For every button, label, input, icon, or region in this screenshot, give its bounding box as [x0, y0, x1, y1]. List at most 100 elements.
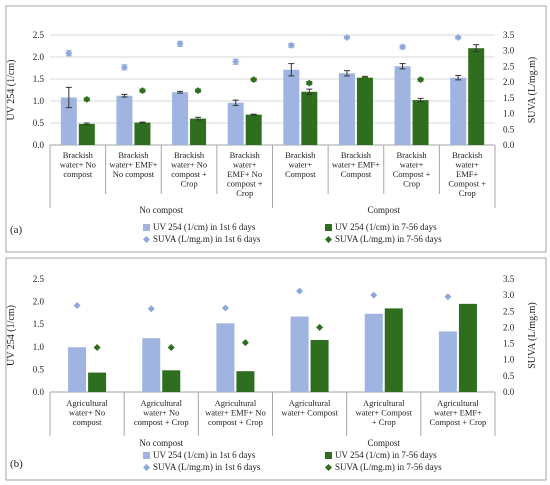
- suva-1st-marker: [343, 34, 351, 42]
- suva-later-marker: [83, 95, 91, 103]
- suva-later-marker: [167, 343, 175, 351]
- category-label: Agricultural: [289, 398, 331, 408]
- category-label: + Crop: [372, 417, 396, 427]
- bar-uv-later: [245, 114, 262, 145]
- category-label: water+ No: [171, 160, 207, 170]
- suva-later-marker: [464, 312, 472, 320]
- y2-tick-label: 1.5: [503, 93, 515, 103]
- category-label: water+: [288, 160, 312, 170]
- suva-later-marker: [138, 87, 146, 95]
- bar-uv-later: [468, 48, 485, 146]
- y-tick-label: 1.5: [33, 319, 45, 329]
- legend-label: SUVA (L/mg.m) in 1st 6 days: [153, 462, 261, 472]
- suva-1st-marker: [287, 41, 295, 49]
- bar-uv-1st: [216, 323, 235, 392]
- y2-tick-label: 3.5: [503, 274, 515, 284]
- legend-label: SUVA (L/mg.m) in 1st 6 days: [153, 234, 261, 244]
- bar-uv-1st: [60, 97, 77, 145]
- suva-1st-marker: [232, 58, 240, 66]
- category-label: Agricultural: [215, 398, 257, 408]
- bar-uv-later: [78, 123, 95, 145]
- legend-label: SUVA (L/mg.m) in 7-56 days: [335, 234, 442, 244]
- bar-uv-later: [162, 370, 181, 392]
- category-label: Agricultural: [437, 398, 479, 408]
- y-tick-label: 2.0: [33, 297, 45, 307]
- y2-tick-label: 3.5: [503, 30, 515, 40]
- suva-1st-marker: [399, 43, 407, 51]
- category-label: water+ No: [60, 160, 96, 170]
- category-label: water+: [455, 160, 479, 170]
- category-label: Brackish: [452, 150, 483, 160]
- category-label: Crop: [236, 188, 253, 198]
- y-tick-label: 1.5: [33, 74, 45, 84]
- y-tick-label: 0.5: [33, 364, 45, 374]
- category-label: Brackish: [118, 150, 149, 160]
- bar-uv-1st: [172, 92, 189, 145]
- category-label: No compost: [113, 169, 155, 179]
- category-label: Compost +: [448, 179, 486, 189]
- legend-marker: [325, 464, 332, 471]
- category-label: Brackish: [285, 150, 316, 160]
- category-label: Agricultural: [66, 398, 108, 408]
- suva-1st-marker: [296, 287, 304, 295]
- legend-label: UV 254 (1/cm) in 7-56 days: [335, 222, 437, 232]
- legend-label: UV 254 (1/cm) in 1st 6 days: [153, 222, 256, 232]
- y-axis-label: UV 254 (1/cm): [6, 305, 17, 366]
- y2-tick-label: 1.5: [503, 339, 515, 349]
- y2-tick-label: 2.5: [503, 306, 515, 316]
- legend-swatch: [325, 224, 332, 231]
- y2-axis-label: SUVA (L/mg.m): [527, 57, 538, 124]
- y-tick-label: 1.0: [33, 96, 45, 106]
- suva-later-marker: [93, 343, 101, 351]
- suva-later-marker: [194, 87, 202, 95]
- bar-uv-later: [384, 308, 403, 392]
- category-label: water+ No: [69, 408, 105, 418]
- category-label: Compost +: [393, 169, 431, 179]
- suva-1st-marker: [65, 49, 73, 57]
- panel-label: (b): [10, 458, 23, 470]
- category-label: water+ Compost: [356, 408, 413, 418]
- category-label: compost: [73, 417, 102, 427]
- bar-uv-1st: [438, 331, 457, 392]
- bar-uv-later: [190, 118, 207, 145]
- suva-1st-marker: [73, 301, 81, 309]
- category-label: Brackish: [174, 150, 205, 160]
- suva-later-marker: [250, 76, 258, 84]
- chart-panel-1: 0.0 0.5 1.0 1.5 2.0 2.5 0.0 0.5 1.0 1.5 2.0 2.5 3.0 3…: [5, 5, 547, 253]
- category-label: Compost: [285, 169, 316, 179]
- category-label: Compost: [341, 169, 372, 179]
- bar-uv-1st: [364, 313, 383, 392]
- bar-uv-later: [301, 91, 318, 145]
- suva-1st-marker: [176, 40, 184, 48]
- category-label: compost +: [171, 169, 207, 179]
- bar-uv-1st: [227, 102, 244, 145]
- legend-swatch: [325, 452, 332, 459]
- y2-tick-label: 0.5: [503, 371, 515, 381]
- category-label: Crop: [181, 179, 198, 189]
- suva-later-marker: [241, 339, 249, 347]
- bar-uv-later: [310, 340, 329, 392]
- bar-uv-1st: [68, 347, 87, 392]
- category-label: EMF+: [456, 169, 478, 179]
- category-label: Brackish: [63, 150, 94, 160]
- category-label: Brackish: [341, 150, 372, 160]
- y-axis-label: UV 254 (1/cm): [6, 60, 17, 121]
- y2-tick-label: 1.0: [503, 355, 515, 365]
- bar-uv-1st: [450, 77, 467, 145]
- y2-tick-label: 2.0: [503, 77, 515, 87]
- category-label: water+: [233, 160, 257, 170]
- y-tick-label: 2.5: [33, 274, 45, 284]
- suva-1st-marker: [221, 304, 229, 312]
- legend-marker: [143, 464, 150, 471]
- category-label: water+ EMF+: [332, 160, 380, 170]
- y-tick-label: 2.5: [33, 30, 45, 40]
- legend-marker: [325, 236, 332, 243]
- category-label: Agricultural: [140, 398, 182, 408]
- bar-uv-1st: [283, 69, 300, 145]
- category-label: water+ EMF+ No: [205, 408, 266, 418]
- suva-1st-marker: [370, 291, 378, 299]
- y2-tick-label: 1.0: [503, 109, 515, 119]
- category-label: Agricultural: [363, 398, 405, 408]
- suva-later-marker: [472, 65, 480, 73]
- category-label: water+: [400, 160, 424, 170]
